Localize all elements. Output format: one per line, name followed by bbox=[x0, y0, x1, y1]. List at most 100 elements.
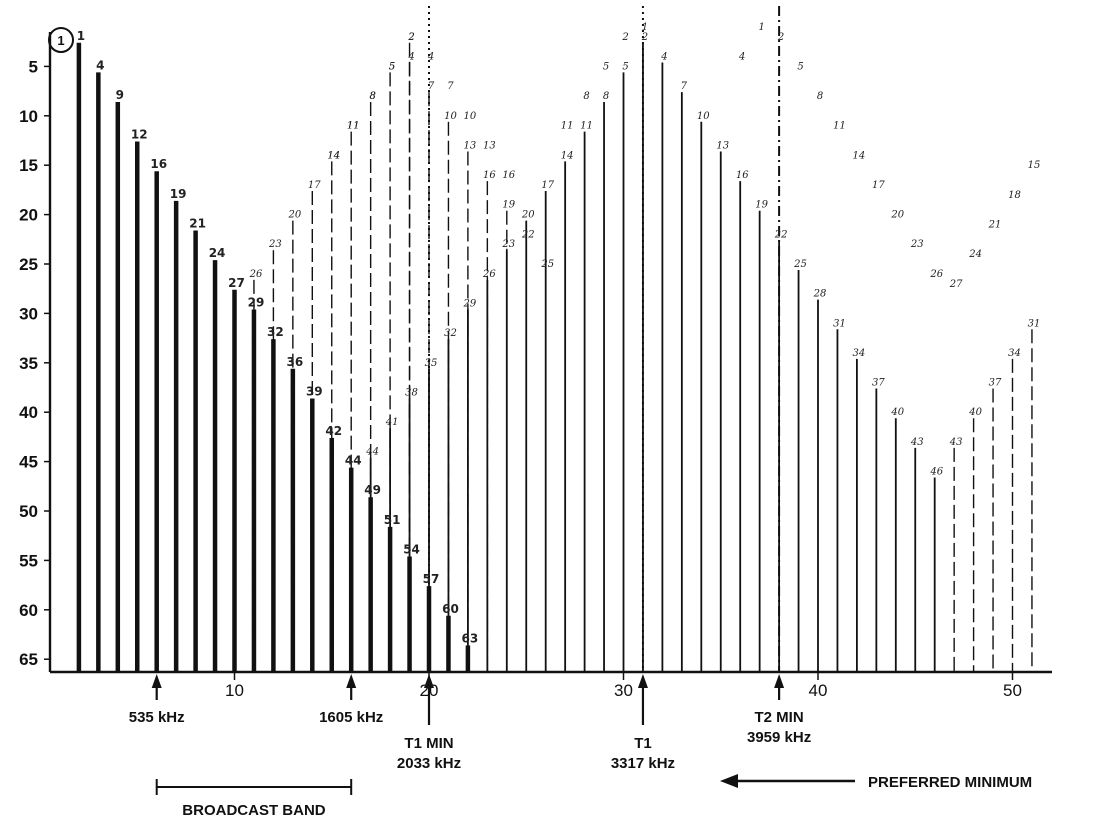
y-tick-label: 50 bbox=[19, 502, 38, 521]
bar-number-label: 44 bbox=[345, 454, 362, 468]
upper-number-label: 11 bbox=[347, 121, 360, 132]
upper-number-label: 5 bbox=[603, 61, 609, 72]
bar-number-label: 22 bbox=[521, 229, 535, 240]
bar-number-label: 10 bbox=[697, 111, 710, 122]
bar-number-label: 25 bbox=[540, 259, 554, 270]
y-tick-label: 10 bbox=[19, 107, 38, 126]
upper-number-label: 5 bbox=[389, 61, 395, 72]
bar-number-label: 12 bbox=[131, 128, 148, 142]
y-tick-label: 60 bbox=[19, 601, 38, 620]
bar-number-label: 19 bbox=[502, 200, 515, 211]
bar-number-label: 8 bbox=[603, 91, 609, 102]
upper-number-label: 24 bbox=[968, 249, 982, 260]
upper-number-label: 8 bbox=[369, 91, 375, 102]
bar-number-label: 19 bbox=[170, 187, 187, 201]
marker-label-t2min: T2 MIN bbox=[755, 709, 804, 726]
bar-number-label: 49 bbox=[364, 483, 381, 497]
bar-number-label: 40 bbox=[890, 407, 904, 418]
x-tick-label: 30 bbox=[614, 681, 633, 700]
marker-label-t2min: 3959 kHz bbox=[747, 729, 811, 746]
bar-labels-layer: 1491216192124272932363942444951545760632… bbox=[77, 22, 1041, 646]
marker-label-t1min: 2033 kHz bbox=[397, 755, 461, 772]
bar-number-label: 27 bbox=[228, 276, 245, 290]
corner-label: 1 bbox=[57, 33, 64, 48]
y-tick-label: 55 bbox=[19, 551, 38, 570]
upper-number-label: 14 bbox=[853, 150, 866, 161]
bar-number-label: 29 bbox=[463, 299, 477, 310]
y-tick-label: 5 bbox=[29, 57, 38, 76]
bar-number-label: 42 bbox=[325, 424, 342, 438]
bar-number-label: 39 bbox=[306, 384, 323, 398]
upper-number-label: 5 bbox=[797, 61, 803, 72]
y-tick-label: 15 bbox=[19, 156, 38, 175]
bar-number-label: 23 bbox=[501, 239, 515, 250]
marker-arrow-head bbox=[774, 674, 785, 688]
bar-number-label: 57 bbox=[423, 572, 440, 586]
bar-number-label: 13 bbox=[716, 140, 729, 151]
bar-number-label: 54 bbox=[403, 543, 420, 557]
bar-number-label: 16 bbox=[736, 170, 749, 181]
marker-label-t1: T1 bbox=[634, 735, 652, 752]
bar-number-label: 51 bbox=[384, 513, 401, 527]
preferred-minimum-arrow-head bbox=[720, 774, 738, 788]
marker-arrow-head bbox=[346, 674, 357, 688]
upper-number-label: 23 bbox=[910, 239, 924, 250]
bar-number-label: 14 bbox=[561, 150, 574, 161]
bar-number-label: 25 bbox=[793, 259, 807, 270]
bar-number-label: 4 bbox=[660, 52, 667, 63]
bar-number-label: 37 bbox=[872, 378, 885, 389]
marker-label-m1605: 1605 kHz bbox=[319, 709, 383, 726]
bar-number-label: 40 bbox=[968, 407, 982, 418]
marker-arrow-head bbox=[424, 674, 434, 688]
y-tick-label: 25 bbox=[19, 255, 38, 274]
bar-number-label: 26 bbox=[482, 269, 496, 280]
upper-number-label: 16 bbox=[502, 170, 515, 181]
bar-number-label: 35 bbox=[425, 358, 438, 369]
upper-number-label: 2 bbox=[777, 32, 784, 43]
y-tick-label: 35 bbox=[19, 354, 38, 373]
bar-number-label: 31 bbox=[1028, 318, 1041, 329]
upper-number-label: 7 bbox=[447, 81, 454, 92]
bar-number-label: 23 bbox=[268, 239, 282, 250]
bar-number-label: 20 bbox=[521, 210, 535, 221]
bar-number-label: 2 bbox=[407, 32, 414, 43]
upper-number-label: 15 bbox=[1028, 160, 1041, 171]
bar-number-label: 1 bbox=[77, 29, 85, 43]
bar-number-label: 5 bbox=[389, 61, 395, 72]
bar-number-label: 24 bbox=[209, 246, 226, 260]
bar-number-label: 36 bbox=[286, 355, 303, 369]
upper-number-label: 2 bbox=[407, 32, 414, 43]
upper-number-label: 18 bbox=[1008, 190, 1021, 201]
y-tick-label: 40 bbox=[19, 403, 38, 422]
bar-number-label: 46 bbox=[929, 466, 943, 477]
bar-number-label: 20 bbox=[287, 210, 301, 221]
bar-number-label: 44 bbox=[365, 447, 379, 458]
bar-number-label: 29 bbox=[248, 296, 265, 310]
upper-number-label: 1 bbox=[758, 22, 764, 33]
bar-number-label: 43 bbox=[949, 437, 963, 448]
bar-number-label: 17 bbox=[308, 180, 321, 191]
upper-number-label: 8 bbox=[583, 91, 589, 102]
upper-number-label: 27 bbox=[949, 279, 963, 290]
upper-number-label: 17 bbox=[872, 180, 885, 191]
bar-number-label: 28 bbox=[813, 289, 827, 300]
bar-number-label: 38 bbox=[405, 387, 418, 398]
bar-number-label: 26 bbox=[249, 269, 263, 280]
corner-circle bbox=[48, 27, 74, 53]
bar-number-label: 60 bbox=[442, 602, 459, 616]
marker-arrow-head bbox=[637, 674, 648, 688]
bar-number-label: 31 bbox=[833, 318, 846, 329]
bar-number-label: 16 bbox=[483, 170, 496, 181]
bar-number-label: 37 bbox=[989, 378, 1002, 389]
bar-number-label: 14 bbox=[327, 150, 340, 161]
bar-number-label: 11 bbox=[580, 121, 593, 132]
upper-number-label: 4 bbox=[738, 52, 745, 63]
upper-number-label: 8 bbox=[817, 91, 823, 102]
y-tick-label: 20 bbox=[19, 206, 38, 225]
y-tick-label: 45 bbox=[19, 453, 38, 472]
bars-layer bbox=[76, 42, 1033, 672]
bar-number-label: 5 bbox=[622, 61, 628, 72]
bar-number-label: 16 bbox=[150, 157, 167, 171]
bar-number-label: 10 bbox=[444, 111, 457, 122]
